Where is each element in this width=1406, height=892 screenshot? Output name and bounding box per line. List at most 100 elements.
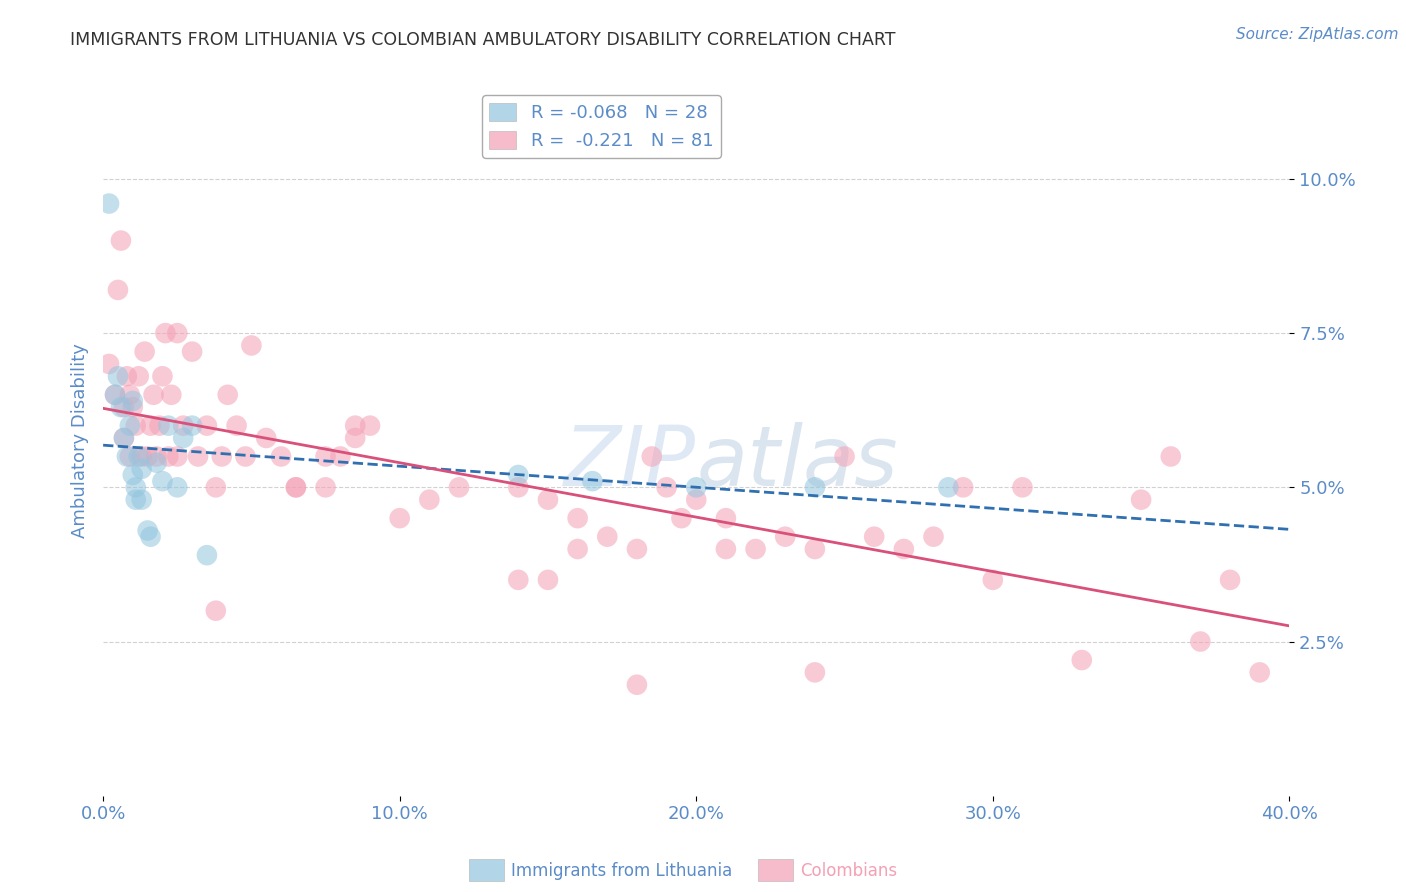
- Point: [773, 530, 796, 544]
- Text: Immigrants from Lithuania: Immigrants from Lithuania: [512, 862, 733, 880]
- Point: [121, 467, 143, 482]
- Point: [131, 492, 153, 507]
- Point: [172, 431, 194, 445]
- Point: [981, 573, 1004, 587]
- Point: [671, 511, 693, 525]
- Point: [596, 530, 619, 544]
- Point: [567, 511, 589, 525]
- Point: [98, 357, 121, 371]
- Text: IMMIGRANTS FROM LITHUANIA VS COLOMBIAN AMBULATORY DISABILITY CORRELATION CHART: IMMIGRANTS FROM LITHUANIA VS COLOMBIAN A…: [70, 31, 896, 49]
- Point: [685, 480, 707, 494]
- Point: [172, 418, 194, 433]
- Point: [195, 548, 218, 562]
- Text: ZIP: ZIP: [564, 422, 696, 503]
- Point: [804, 665, 827, 680]
- Point: [104, 388, 127, 402]
- Point: [131, 450, 153, 464]
- Point: [235, 450, 257, 464]
- Text: Source: ZipAtlas.com: Source: ZipAtlas.com: [1236, 27, 1399, 42]
- Legend: R = -0.068   N = 28, R =  -0.221   N = 81: R = -0.068 N = 28, R = -0.221 N = 81: [482, 95, 721, 158]
- Point: [195, 418, 218, 433]
- Point: [104, 388, 127, 402]
- Point: [284, 480, 307, 494]
- Point: [145, 456, 167, 470]
- Point: [107, 283, 129, 297]
- Point: [804, 480, 827, 494]
- Point: [240, 338, 263, 352]
- Point: [581, 474, 603, 488]
- Point: [952, 480, 974, 494]
- Point: [447, 480, 470, 494]
- Point: [152, 474, 174, 488]
- Point: [125, 492, 148, 507]
- Point: [118, 388, 141, 402]
- Point: [128, 450, 150, 464]
- Point: [225, 418, 247, 433]
- Point: [145, 450, 167, 464]
- Point: [181, 344, 204, 359]
- Point: [139, 530, 162, 544]
- Point: [205, 480, 228, 494]
- Y-axis label: Ambulatory Disability: Ambulatory Disability: [72, 343, 89, 539]
- Point: [508, 573, 530, 587]
- Point: [1249, 665, 1271, 680]
- Point: [112, 431, 135, 445]
- Point: [139, 418, 162, 433]
- Point: [1219, 573, 1241, 587]
- Point: [187, 450, 209, 464]
- Point: [217, 388, 239, 402]
- Point: [166, 450, 188, 464]
- Point: [112, 400, 135, 414]
- Point: [655, 480, 678, 494]
- Point: [1070, 653, 1092, 667]
- Point: [344, 431, 367, 445]
- Point: [136, 524, 159, 538]
- Point: [315, 480, 337, 494]
- Point: [863, 530, 886, 544]
- Point: [1189, 634, 1212, 648]
- Point: [115, 450, 138, 464]
- Point: [152, 369, 174, 384]
- Point: [714, 511, 737, 525]
- Point: [125, 418, 148, 433]
- Point: [112, 431, 135, 445]
- Point: [804, 541, 827, 556]
- Point: [115, 369, 138, 384]
- Point: [508, 467, 530, 482]
- Point: [626, 541, 648, 556]
- Point: [359, 418, 381, 433]
- Point: [388, 511, 411, 525]
- Point: [155, 326, 177, 340]
- Point: [641, 450, 664, 464]
- Point: [936, 480, 959, 494]
- Point: [166, 480, 188, 494]
- Point: [142, 388, 165, 402]
- Point: [118, 450, 141, 464]
- Point: [744, 541, 766, 556]
- Point: [284, 480, 307, 494]
- Point: [118, 418, 141, 433]
- Point: [344, 418, 367, 433]
- Point: [110, 234, 132, 248]
- Point: [329, 450, 352, 464]
- Text: Colombians: Colombians: [800, 862, 897, 880]
- Point: [121, 394, 143, 409]
- Point: [181, 418, 204, 433]
- Point: [157, 450, 180, 464]
- Point: [1011, 480, 1033, 494]
- Point: [254, 431, 277, 445]
- Point: [922, 530, 945, 544]
- Point: [270, 450, 292, 464]
- Point: [1160, 450, 1182, 464]
- Point: [567, 541, 589, 556]
- Point: [626, 678, 648, 692]
- Point: [418, 492, 440, 507]
- Point: [107, 369, 129, 384]
- Point: [136, 450, 159, 464]
- Point: [205, 604, 228, 618]
- Text: atlas: atlas: [696, 422, 898, 503]
- Point: [148, 418, 170, 433]
- Point: [157, 418, 180, 433]
- Point: [834, 450, 856, 464]
- Point: [131, 462, 153, 476]
